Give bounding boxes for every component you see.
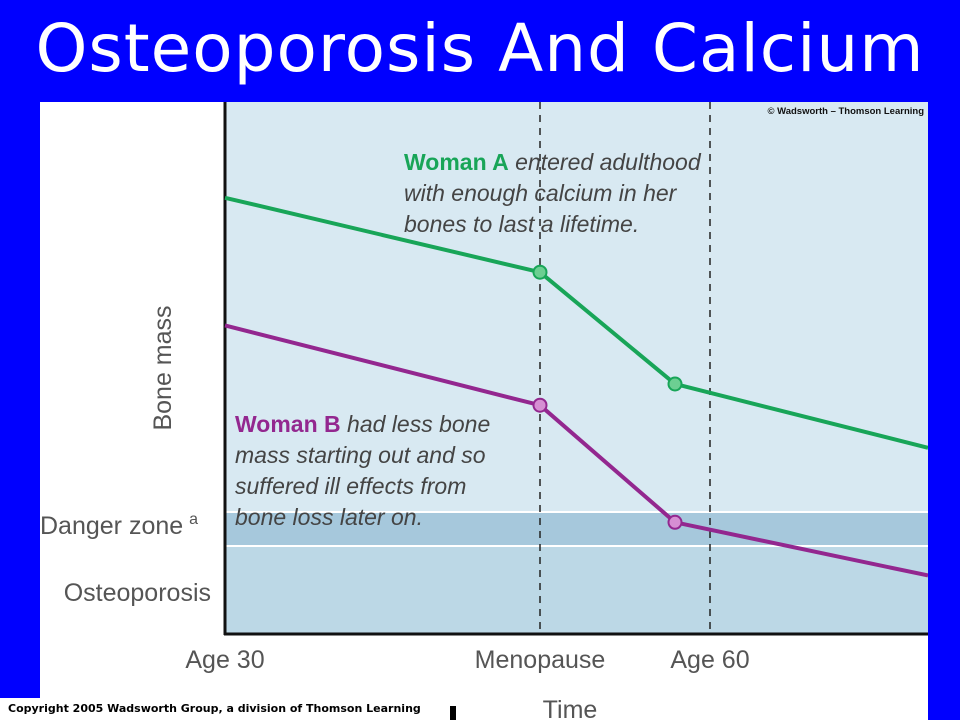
- woman-a-age-60-point: [667, 376, 683, 392]
- woman-b-annotation-line-3: suffered ill effects from: [235, 473, 466, 499]
- woman-a-label: Woman A: [404, 149, 509, 175]
- x-tick-label-menopause: Menopause: [475, 646, 606, 674]
- series-line-woman-a: [224, 195, 928, 450]
- danger-zone-band: [225, 512, 928, 546]
- figure-panel: © Wadsworth – Thomson Learning Woman A e…: [40, 102, 928, 720]
- woman-b-annotation-line-4: bone loss later on.: [235, 504, 423, 530]
- woman-b-label: Woman B: [235, 411, 341, 437]
- copyright-footer: Copyright 2005 Wadsworth Group, a divisi…: [0, 698, 428, 720]
- danger-zone-label: Danger zone a: [40, 511, 198, 540]
- danger-zone-footnote-mark: a: [189, 511, 198, 528]
- woman-a-annotation: Woman A entered adulthood with enough ca…: [404, 149, 707, 237]
- x-tick-label-age-60: Age 60: [670, 646, 749, 674]
- woman-a-annotation-line-2: with enough calcium in her: [404, 180, 678, 206]
- woman-b-annotation-line-2: mass starting out and so: [235, 442, 486, 468]
- woman-a-annotation-line-3: bones to last a lifetime.: [404, 211, 639, 237]
- woman-b-annotation-line-1: had less bone: [341, 411, 491, 437]
- series-line-woman-b: [224, 323, 928, 578]
- figure-credit: © Wadsworth – Thomson Learning: [767, 106, 924, 117]
- x-axis-label: Time: [543, 696, 598, 720]
- osteoporosis-zone-label: Osteoporosis: [64, 579, 211, 607]
- woman-a-menopause-point: [532, 264, 548, 280]
- woman-b-annotation: Woman B had less bone mass starting out …: [235, 411, 497, 530]
- osteoporosis-band: [225, 547, 928, 634]
- y-axis-label: Bone mass: [149, 305, 177, 430]
- woman-a-annotation-line-1: entered adulthood: [509, 149, 702, 175]
- bone-mass-chart: © Wadsworth – Thomson Learning Woman A e…: [40, 102, 928, 720]
- slide-title: Osteoporosis And Calcium: [35, 10, 925, 87]
- woman-b-age-60-point: [667, 514, 683, 530]
- text-cursor-mark: [450, 706, 456, 720]
- x-tick-label-age-30: Age 30: [185, 646, 264, 674]
- woman-b-menopause-point: [532, 397, 548, 413]
